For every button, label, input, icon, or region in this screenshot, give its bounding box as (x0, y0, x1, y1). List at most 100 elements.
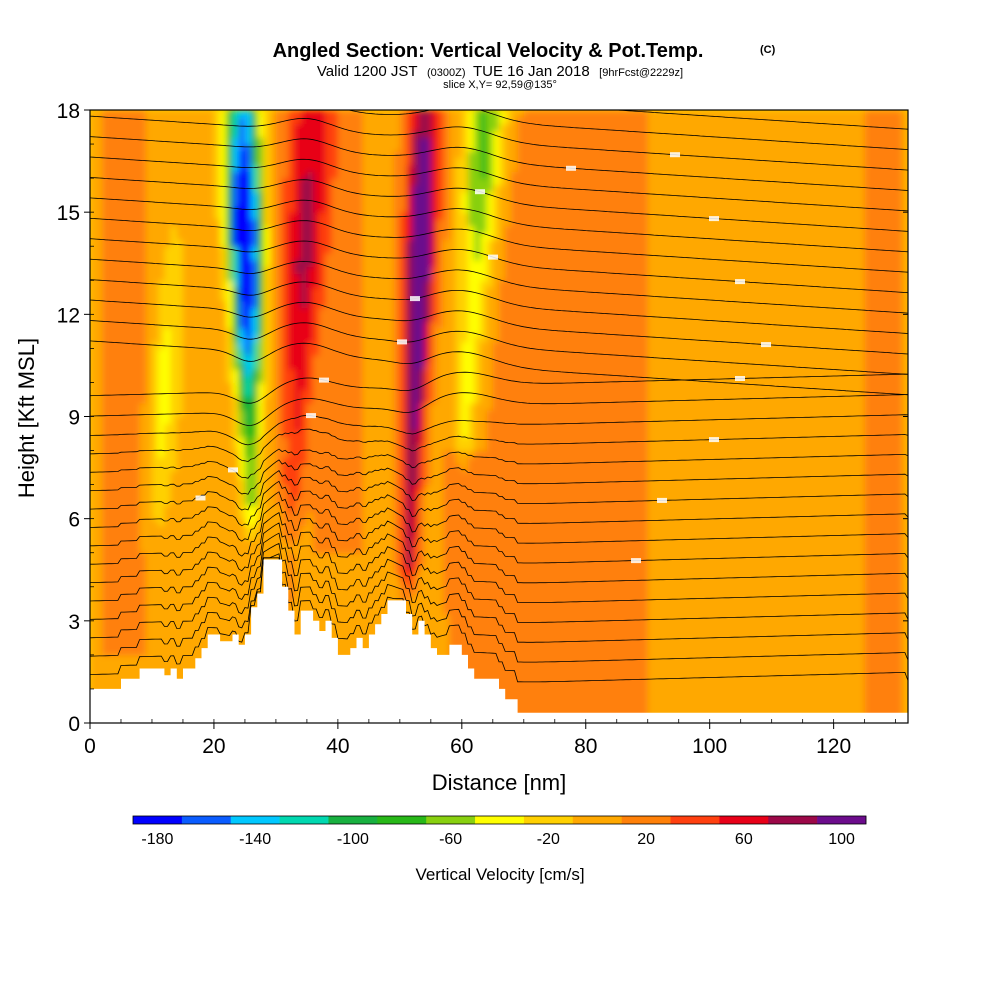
contour-label-mark (306, 413, 316, 419)
colorbar-tick-label: 60 (735, 831, 753, 848)
title-tag: (C) (760, 44, 776, 56)
colorbar-swatch (670, 816, 720, 824)
x-axis-label: Distance [nm] (432, 770, 567, 795)
subtitle-forecast: [9hrFcst@2229z] (599, 67, 683, 79)
colorbar: -180 -140 -100 -60 -20 20 60 100 (132, 815, 867, 848)
theta-contour (90, 136, 908, 191)
theta-contour (90, 491, 908, 547)
contour-label-mark (319, 377, 329, 383)
colorbar-swatch (133, 816, 183, 824)
x-tick-label: 20 (202, 735, 225, 758)
potential-temperature-contours (90, 110, 908, 683)
theta-contour (90, 557, 908, 683)
theta-contour (90, 371, 908, 404)
y-tick-label: 0 (68, 713, 80, 736)
colorbar-tick-label: -100 (337, 831, 369, 848)
y-tick-label: 15 (57, 202, 80, 225)
theta-contour (90, 428, 908, 463)
terrain (90, 559, 908, 723)
x-tick-label: 60 (450, 735, 473, 758)
contour-label-mark (670, 152, 680, 158)
colorbar-swatch (230, 816, 280, 824)
theta-contour (90, 511, 908, 584)
contour-label-mark (566, 165, 576, 171)
colorbar-swatch (328, 816, 378, 824)
theta-contour (90, 392, 908, 426)
subtitle-utc: (0300Z) (427, 67, 466, 79)
contour-label-mark (631, 558, 641, 564)
colorbar-swatch (377, 816, 427, 824)
x-axis: 0 20 40 60 80 100 120 (84, 719, 897, 758)
theta-contour (90, 448, 908, 479)
theta-contour (90, 542, 908, 643)
contour-label-mark (709, 216, 719, 222)
title-block: Angled Section: Vertical Velocity & Pot.… (273, 40, 776, 91)
contour-label-mark (735, 279, 745, 285)
contour-label-mark (397, 339, 407, 345)
y-tick-label: 3 (68, 611, 80, 634)
theta-contour (90, 522, 908, 603)
theta-contour (90, 414, 908, 446)
y-tick-label: 12 (57, 304, 80, 327)
theta-contour (90, 553, 908, 663)
colorbar-swatch (621, 816, 671, 824)
theta-contour (610, 110, 908, 130)
theta-contour (90, 320, 908, 375)
y-tick-label: 6 (68, 509, 80, 532)
colorbar-tick-label: -20 (537, 831, 560, 848)
theta-contour (90, 197, 908, 253)
colorbar-swatch (768, 816, 818, 824)
colorbar-label: Vertical Velocity [cm/s] (415, 865, 584, 884)
colorbar-frame (132, 815, 867, 825)
colorbar-tick-label: -140 (239, 831, 271, 848)
theta-contour (90, 258, 908, 314)
x-tick-label: 120 (816, 735, 851, 758)
colorbar-tick-label: -60 (439, 831, 462, 848)
theta-contour (90, 340, 908, 396)
y-axis: 0 3 6 9 12 15 18 (57, 100, 908, 736)
slice-info: slice X,Y= 92,59@135° (443, 79, 557, 91)
contour-labels (195, 152, 771, 564)
theta-contour (90, 480, 908, 528)
colorbar-swatch (426, 816, 476, 824)
theta-contour (90, 470, 908, 511)
theta-contour (90, 299, 908, 355)
contour-label-mark (475, 189, 485, 195)
x-tick-label: 40 (326, 735, 349, 758)
contour-label-mark (195, 495, 206, 501)
subtitle-date: TUE 16 Jan 2018 (473, 63, 590, 80)
colorbar-swatch (523, 816, 574, 824)
contour-label-mark (735, 376, 745, 381)
contour-label-mark (709, 437, 719, 443)
colorbar-swatch (719, 816, 769, 824)
x-tick-label: 80 (574, 735, 597, 758)
theta-contour (90, 217, 908, 273)
colorbar-swatch (279, 816, 329, 824)
theta-contour (90, 238, 908, 294)
y-axis-label: Height [Kft MSL] (14, 338, 39, 498)
theta-contour (90, 459, 908, 495)
plot-area (90, 110, 908, 723)
colorbar-swatch (572, 816, 622, 824)
y-tick-label: 18 (57, 100, 80, 123)
theta-contour (90, 279, 908, 334)
chart-title: Angled Section: Vertical Velocity & Pot.… (273, 40, 704, 62)
contour-label-mark (410, 296, 420, 302)
colorbar-swatch (181, 816, 232, 824)
theta-contour (90, 115, 908, 171)
x-tick-label: 0 (84, 735, 96, 758)
colorbar-swatch (817, 816, 867, 824)
colorbar-tick-label: 20 (637, 831, 655, 848)
theta-contour (90, 532, 908, 623)
theta-contour (90, 177, 908, 232)
contour-label-mark (657, 497, 667, 503)
theta-contour (90, 501, 908, 565)
vertical-velocity-field (90, 110, 908, 723)
colorbar-swatch (475, 816, 525, 824)
subtitle-valid: Valid 1200 JST (317, 63, 418, 80)
contour-label-mark (228, 467, 238, 473)
theta-contour (90, 156, 908, 212)
colorbar-tick-label: 100 (828, 831, 855, 848)
contour-label-mark (488, 254, 498, 260)
